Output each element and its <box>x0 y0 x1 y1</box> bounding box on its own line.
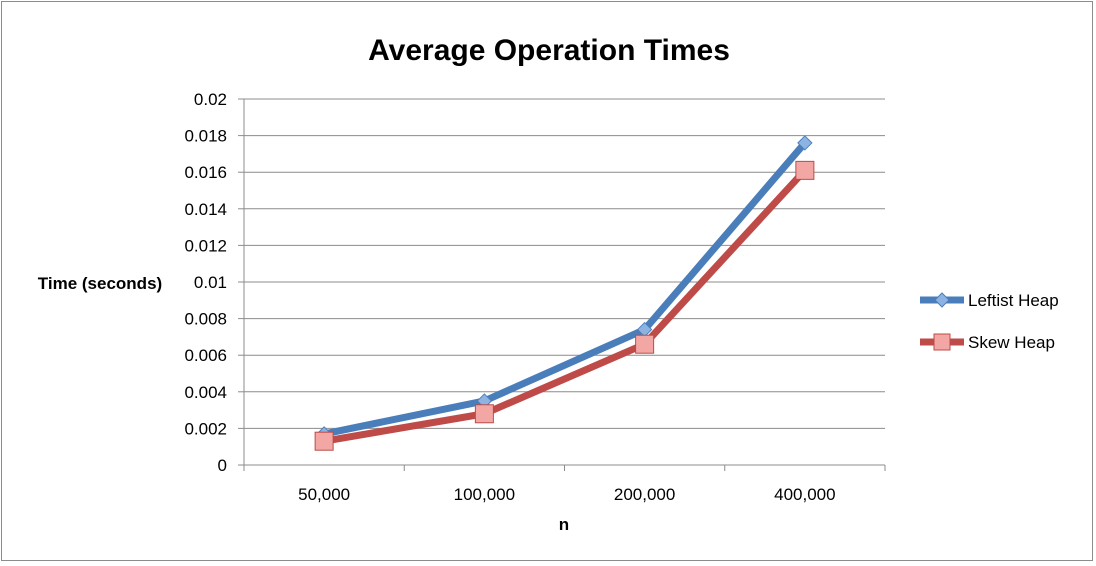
data-point <box>797 135 813 151</box>
data-point <box>314 431 334 451</box>
series-line <box>323 140 808 438</box>
axes <box>238 98 886 471</box>
series-lines <box>314 135 815 451</box>
data-point <box>635 334 655 354</box>
chart-title: Average Operation Times <box>368 34 730 67</box>
y-tick-label: 0.014 <box>184 200 227 219</box>
y-tick-label: 0.01 <box>194 273 227 292</box>
y-tick-label: 0 <box>218 456 227 475</box>
data-point <box>795 160 815 180</box>
x-tick-label: 100,000 <box>454 485 515 504</box>
legend-label: Skew Heap <box>968 333 1055 352</box>
data-point <box>474 404 494 424</box>
y-tick-label: 0.018 <box>184 127 227 146</box>
legend: Leftist Heap Skew Heap <box>920 291 1059 352</box>
series-leftist-heap <box>316 135 813 442</box>
y-tick-label: 0.002 <box>184 419 227 438</box>
legend-item: Leftist Heap <box>920 291 1059 310</box>
y-tick-label: 0.006 <box>184 346 227 365</box>
legend-marker <box>934 292 950 308</box>
x-tick-label: 50,000 <box>298 485 350 504</box>
x-axis-title: n <box>559 515 569 534</box>
series-skew-heap <box>314 160 815 451</box>
y-tick-label: 0.012 <box>184 236 227 255</box>
series-line <box>323 167 808 445</box>
gridlines <box>244 98 885 429</box>
x-tick-labels: 50,000 100,000 200,000 400,000 <box>298 485 835 504</box>
y-tick-label: 0.02 <box>194 90 227 109</box>
y-axis-title: Time (seconds) <box>38 274 162 293</box>
x-tick-label: 400,000 <box>774 485 835 504</box>
y-tick-label: 0.004 <box>184 383 227 402</box>
legend-item: Skew Heap <box>920 333 1055 352</box>
legend-label: Leftist Heap <box>968 291 1059 310</box>
legend-marker <box>933 333 951 351</box>
y-tick-labels: 0 0.002 0.004 0.006 0.008 0.01 0.012 0.014 0.016… <box>184 90 227 475</box>
x-tick-label: 200,000 <box>614 485 675 504</box>
y-tick-label: 0.008 <box>184 310 227 329</box>
y-tick-label: 0.016 <box>184 163 227 182</box>
